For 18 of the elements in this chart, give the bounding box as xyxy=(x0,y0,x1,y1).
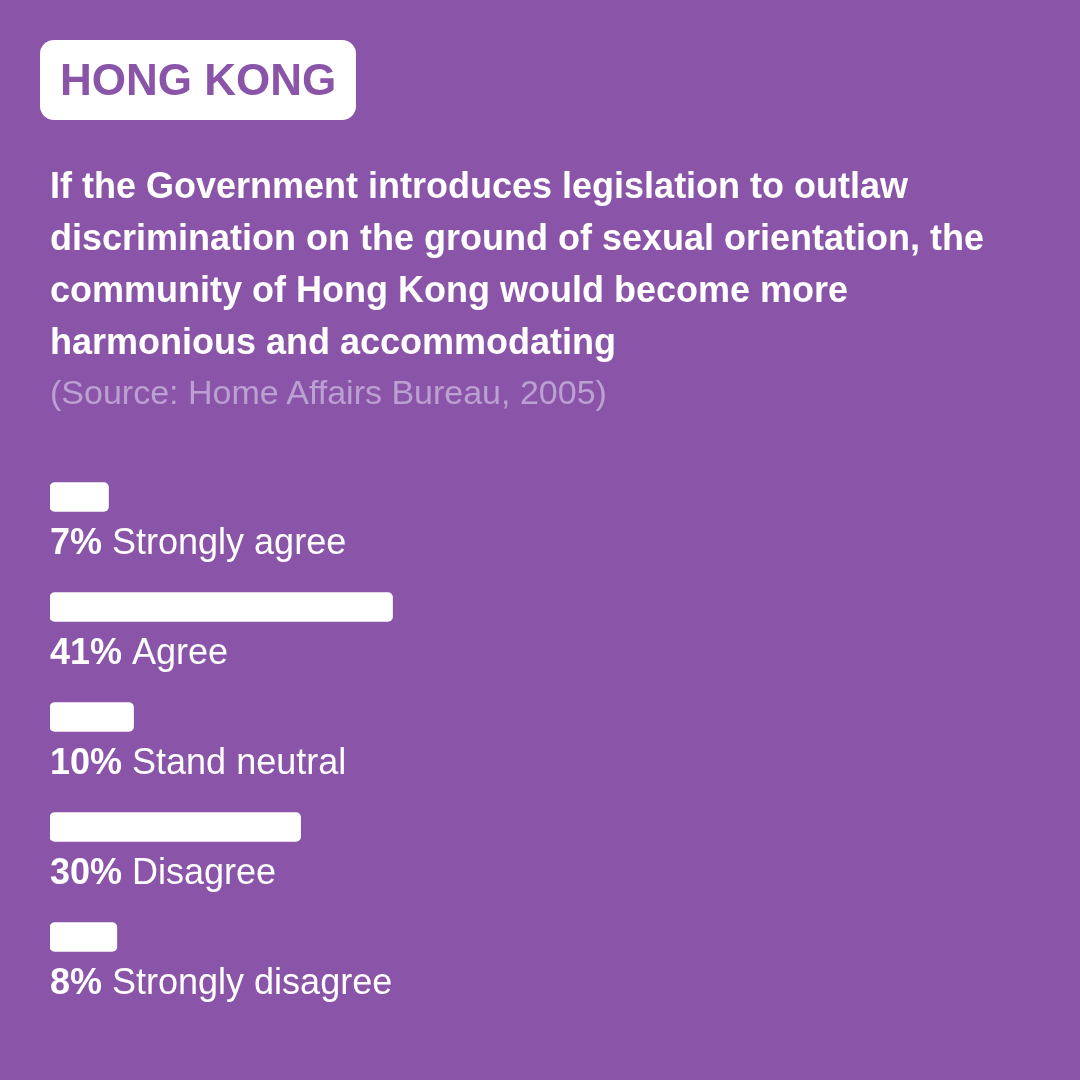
bar xyxy=(50,812,301,842)
y-tick-label: Agree xyxy=(132,631,229,672)
data-label: 30% xyxy=(50,851,123,892)
bar xyxy=(50,922,118,952)
y-tick-label: Disagree xyxy=(132,851,277,892)
y-tick-label: Strongly agree xyxy=(112,521,347,562)
text: If the Government introduces legislation to outlaw discrimination on the ground of sexual orientation, the community of Hong Kong would become more harmonious and accommodating xyxy=(50,164,986,364)
chart-title: HONG KONG xyxy=(40,40,357,120)
data-label: 8% xyxy=(50,961,103,1002)
y-tick-label: Stand neutral xyxy=(132,741,347,782)
data-label: 10% xyxy=(50,741,123,782)
text: (Source: Home Affairs Bureau, 2005) xyxy=(50,372,608,413)
bar xyxy=(50,702,134,732)
bar xyxy=(50,592,393,622)
y-tick-label: Strongly disagree xyxy=(112,961,393,1002)
data-label: 41% xyxy=(50,631,123,672)
data-label: 7% xyxy=(50,521,103,562)
bar xyxy=(50,482,109,512)
